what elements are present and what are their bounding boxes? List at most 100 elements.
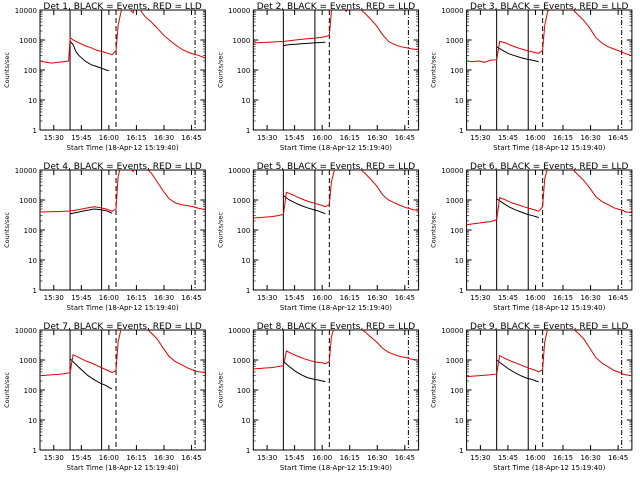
subplot-det-4: Det 4, BLACK = Events, RED = LLD 1 10 100 10…	[3, 162, 206, 312]
plot-title: Det 3, BLACK = Events, RED = LLD	[470, 2, 629, 12]
subplot-det-2: Det 2, BLACK = Events, RED = LLD 1 10 100 10…	[216, 2, 420, 152]
subplot-det-5: Det 5, BLACK = Events, RED = LLD 1 10 100 10…	[216, 162, 420, 312]
series-lld	[40, 10, 206, 64]
x-tick-label: 15:30	[257, 454, 277, 462]
x-tick-label: 16:15	[340, 454, 360, 462]
y-tick-label: 10000	[228, 167, 250, 175]
y-tick-label: 10	[28, 257, 37, 265]
y-tick-label: 10000	[228, 327, 250, 335]
y-axis-label: Counts/sec	[430, 52, 438, 88]
plot-frame	[39, 9, 206, 131]
x-tick-label: 16:15	[553, 294, 573, 302]
y-tick-label: 100	[24, 387, 37, 395]
y-tick-label: 1000	[19, 37, 37, 45]
x-tick-label: 16:00	[312, 294, 332, 302]
plot-title: Det 7, BLACK = Events, RED = LLD	[43, 322, 202, 332]
y-tick-label: 100	[450, 227, 463, 235]
plot-frame	[252, 169, 420, 291]
x-tick-label: 16:15	[553, 454, 573, 462]
x-axis-label: Start Time (18-Apr-12 15:19:40)	[280, 464, 392, 472]
x-axis-label: Start Time (18-Apr-12 15:19:40)	[67, 144, 179, 152]
y-tick-label: 1	[459, 127, 463, 135]
y-tick-label: 100	[450, 387, 463, 395]
y-tick-label: 10	[241, 257, 250, 265]
x-tick-label: 16:15	[340, 294, 360, 302]
x-tick-label: 16:45	[181, 294, 201, 302]
y-tick-label: 1	[33, 287, 37, 295]
y-tick-label: 10	[241, 97, 250, 105]
series-lld	[466, 170, 632, 226]
x-tick-label: 15:45	[71, 294, 91, 302]
y-tick-label: 100	[450, 67, 463, 75]
x-axis-label: Start Time (18-Apr-12 15:19:40)	[280, 304, 392, 312]
series-lld	[253, 10, 419, 51]
y-tick-label: 100	[237, 67, 250, 75]
y-tick-label: 10000	[441, 327, 463, 335]
x-tick-label: 15:45	[498, 134, 518, 142]
y-tick-label: 10000	[15, 167, 37, 175]
x-tick-label: 16:00	[99, 134, 119, 142]
subplot-det-3: Det 3, BLACK = Events, RED = LLD 1 10 100 10…	[430, 2, 633, 152]
y-axis-label: Counts/sec	[3, 372, 11, 408]
x-tick-label: 15:30	[470, 294, 490, 302]
plot-title: Det 1, BLACK = Events, RED = LLD	[43, 2, 202, 12]
x-tick-label: 16:00	[99, 294, 119, 302]
y-tick-label: 1	[459, 447, 463, 455]
y-tick-label: 10	[241, 417, 250, 425]
x-tick-label: 16:00	[312, 134, 332, 142]
y-axis-label: Counts/sec	[3, 212, 11, 248]
plot-title: Det 9, BLACK = Events, RED = LLD	[470, 322, 629, 332]
subplot-det-8: Det 8, BLACK = Events, RED = LLD 1 10 100 10…	[216, 322, 420, 472]
plot-frame	[466, 169, 633, 291]
plot-data-area	[466, 10, 632, 130]
x-tick-label: 16:15	[126, 134, 146, 142]
y-tick-label: 1000	[446, 357, 464, 365]
plot-title: Det 6, BLACK = Events, RED = LLD	[470, 162, 629, 172]
x-tick-label: 16:30	[580, 134, 600, 142]
x-tick-label: 16:15	[126, 454, 146, 462]
x-axis-label: Start Time (18-Apr-12 15:19:40)	[493, 144, 605, 152]
series-events	[70, 208, 113, 215]
x-tick-label: 16:45	[181, 454, 201, 462]
x-tick-label: 16:30	[154, 454, 174, 462]
subplot-det-6: Det 6, BLACK = Events, RED = LLD 1 10 100 10…	[430, 162, 633, 312]
plot-frame	[466, 9, 633, 131]
series-events	[283, 361, 326, 383]
x-tick-label: 16:15	[340, 134, 360, 142]
series-events	[69, 358, 113, 390]
y-tick-label: 100	[24, 227, 37, 235]
y-axis-label: Counts/sec	[3, 52, 11, 88]
plot-title: Det 8, BLACK = Events, RED = LLD	[257, 322, 416, 332]
y-tick-label: 10	[455, 257, 464, 265]
y-tick-label: 10000	[228, 7, 250, 15]
series-lld	[40, 330, 206, 377]
x-tick-label: 16:15	[553, 134, 573, 142]
y-tick-label: 1	[246, 127, 250, 135]
y-tick-label: 10	[28, 97, 37, 105]
y-axis-label: Counts/sec	[430, 372, 438, 408]
x-axis-label: Start Time (18-Apr-12 15:19:40)	[493, 464, 605, 472]
x-tick-label: 16:45	[395, 454, 415, 462]
y-axis-label: Counts/sec	[216, 52, 224, 88]
y-tick-label: 10	[455, 97, 464, 105]
y-tick-label: 100	[24, 67, 37, 75]
plot-title: Det 2, BLACK = Events, RED = LLD	[257, 2, 416, 12]
x-tick-label: 15:30	[257, 134, 277, 142]
x-tick-label: 15:45	[498, 454, 518, 462]
series-lld	[466, 330, 632, 378]
y-tick-label: 10000	[15, 327, 37, 335]
y-tick-label: 1000	[19, 357, 37, 365]
y-tick-label: 10	[28, 417, 37, 425]
series-lld	[466, 10, 632, 63]
plot-data-area	[40, 330, 206, 450]
series-events	[496, 46, 539, 63]
x-tick-label: 16:00	[525, 294, 545, 302]
x-tick-label: 16:45	[181, 134, 201, 142]
x-tick-label: 16:45	[608, 294, 628, 302]
y-tick-label: 10000	[15, 7, 37, 15]
y-tick-label: 1	[246, 447, 250, 455]
subplot-det-7: Det 7, BLACK = Events, RED = LLD 1 10 100 10…	[3, 322, 206, 472]
x-tick-label: 16:00	[525, 454, 545, 462]
x-tick-label: 16:45	[608, 454, 628, 462]
x-tick-label: 15:45	[498, 294, 518, 302]
